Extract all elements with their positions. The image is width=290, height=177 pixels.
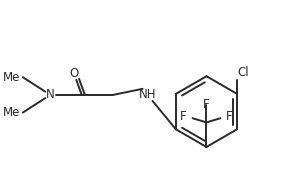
Text: F: F	[180, 110, 187, 123]
Text: NH: NH	[139, 88, 156, 101]
Text: Me: Me	[2, 106, 20, 119]
Text: N: N	[46, 88, 55, 101]
Text: Me: Me	[2, 71, 20, 84]
Text: Cl: Cl	[237, 66, 249, 79]
Text: F: F	[203, 98, 210, 111]
Text: F: F	[226, 110, 233, 123]
Text: O: O	[69, 67, 79, 80]
